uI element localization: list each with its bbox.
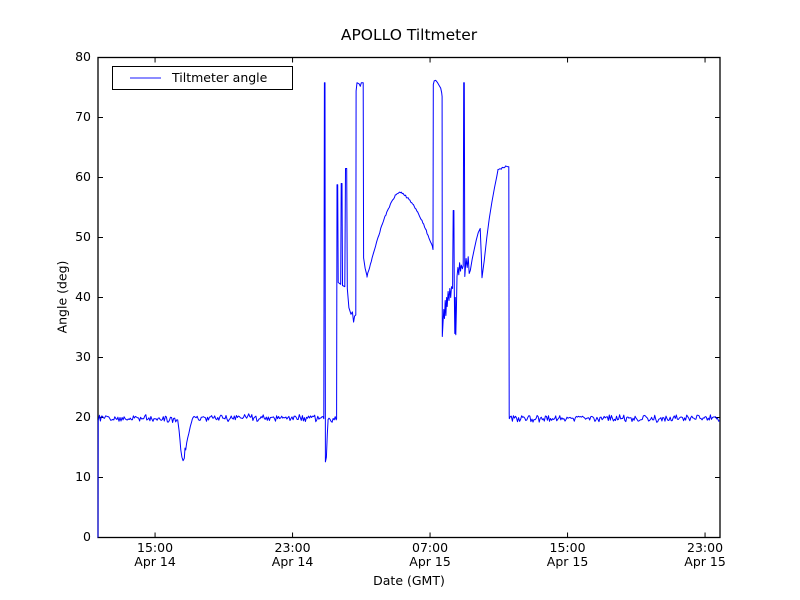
x-tick-label-time: 23:00 (687, 540, 724, 555)
x-tick-label-date: Apr 15 (684, 554, 726, 569)
legend-line-sample (130, 77, 161, 79)
y-tick-label: 10 (75, 468, 91, 484)
y-tick-label: 30 (75, 348, 91, 364)
y-tick-label: 50 (75, 228, 91, 244)
x-tick-label-time: 15:00 (137, 540, 174, 555)
x-tick-label-date: Apr 15 (409, 554, 451, 569)
x-axis-label: Date (GMT) (373, 573, 445, 588)
y-tick-label: 0 (83, 528, 91, 544)
tiltmeter-angle-line (97, 79, 720, 538)
y-tick-label: 40 (75, 288, 91, 304)
y-tick-label: 60 (75, 168, 91, 184)
x-tick-label-time: 23:00 (274, 540, 311, 555)
x-tick-label-date: Apr 15 (546, 554, 589, 569)
x-tick-label-date: Apr 14 (134, 554, 176, 569)
y-tick-label: 80 (75, 48, 91, 64)
legend: Tiltmeter angle (112, 66, 293, 90)
plot-frame (97, 56, 721, 539)
x-tick-label-date: Apr 14 (271, 554, 314, 569)
y-tick-label: 70 (75, 108, 91, 124)
x-tick-label-time: 15:00 (549, 540, 586, 555)
y-tick-label: 20 (75, 408, 91, 424)
chart-title: APOLLO Tiltmeter (340, 26, 478, 44)
x-tick-label-time: 07:00 (412, 540, 449, 555)
legend-label: Tiltmeter angle (172, 70, 268, 85)
